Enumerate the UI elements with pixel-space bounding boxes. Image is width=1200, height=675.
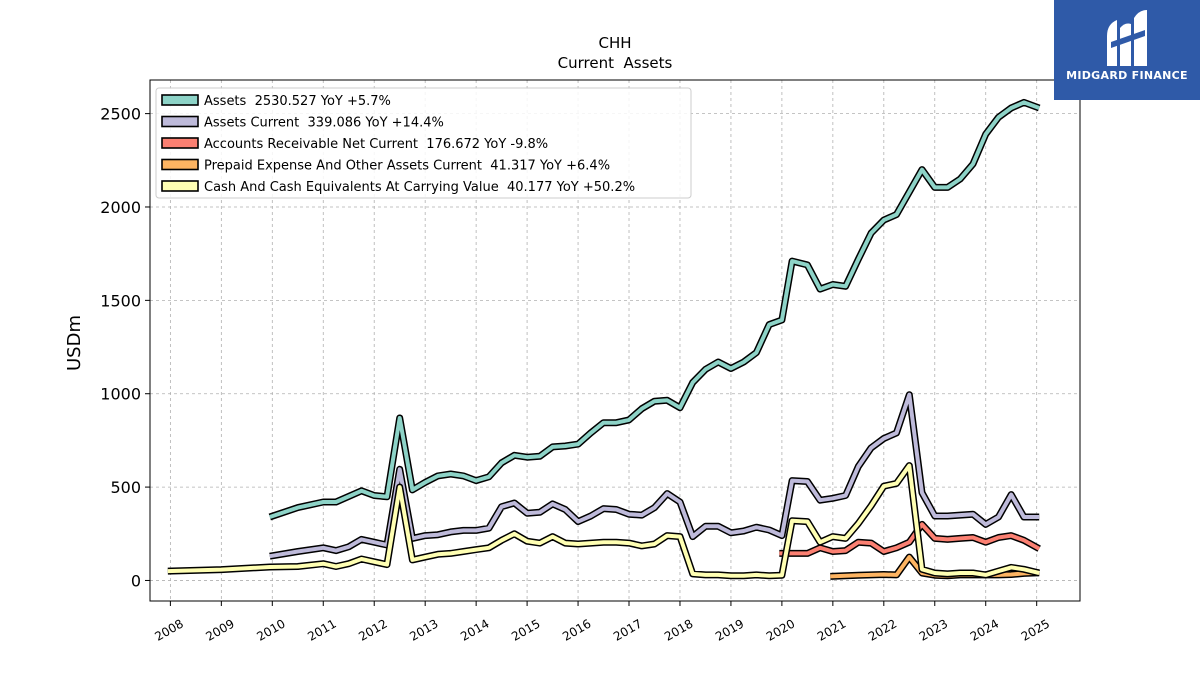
- legend-item: Assets 2530.527 YoY +5.7%: [161, 94, 391, 109]
- x-tick-label: 2024: [968, 616, 1001, 643]
- x-tick-label: 2023: [917, 616, 950, 643]
- y-axis: 0 500 1000 1500 2000 2500: [100, 105, 150, 590]
- series-line: [269, 392, 1040, 559]
- legend-swatch: [161, 158, 199, 171]
- x-tick-label: 2018: [662, 616, 695, 643]
- legend-box: [155, 87, 692, 199]
- legend-item: Cash And Cash Equivalents At Carrying Va…: [161, 180, 635, 195]
- x-tick-label: 2010: [254, 616, 287, 643]
- series-line-outline: [269, 391, 1040, 560]
- series-0: [268, 98, 1041, 521]
- midgard-logo-icon: [1107, 10, 1147, 66]
- plot-area-frame: [149, 79, 1081, 602]
- legend-label: Assets 2530.527 YoY +5.7%: [204, 94, 391, 109]
- legend-swatch: [161, 180, 199, 192]
- legend-label: Cash And Cash Equivalents At Carrying Va…: [204, 180, 635, 195]
- series-lines: [167, 98, 1041, 580]
- brand-name: MIDGARD FINANCE: [1066, 69, 1188, 82]
- legend-label: Prepaid Expense And Other Assets Current…: [204, 159, 610, 174]
- y-tick-label: 1500: [100, 291, 141, 310]
- legend-item: Assets Current 339.086 YoY +14.4%: [161, 115, 444, 131]
- chart-title: CHH: [598, 34, 631, 52]
- chart-subtitle: Current Assets: [558, 54, 673, 72]
- x-tick-label: 2025: [1019, 616, 1052, 643]
- y-tick-label: 0: [131, 571, 141, 590]
- x-tick-label: 2009: [203, 616, 236, 643]
- brand-logo: MIDGARD FINANCE: [1054, 0, 1200, 100]
- legend-item: Accounts Receivable Net Current 176.672 …: [161, 137, 548, 152]
- x-tick-label: 2012: [356, 616, 389, 643]
- series-4: [167, 462, 1041, 580]
- x-tick-label: 2020: [764, 616, 797, 643]
- x-tick-label: 2017: [611, 616, 644, 643]
- x-tick-label: 2008: [152, 616, 185, 643]
- x-axis: 2008 2009 2010 2011 2012 2013 2014 2015 2016 2017…: [152, 601, 1052, 644]
- series-line: [269, 100, 1040, 519]
- legend-label: Assets Current 339.086 YoY +14.4%: [204, 116, 444, 131]
- x-tick-label: 2021: [815, 616, 848, 643]
- x-tick-label: 2013: [407, 616, 440, 643]
- y-tick-label: 2000: [100, 198, 141, 217]
- y-tick-label: 2500: [100, 105, 141, 124]
- x-tick-label: 2011: [305, 616, 338, 643]
- series-1: [269, 391, 1040, 560]
- y-axis-label: USDm: [64, 315, 85, 371]
- x-tick-label: 2022: [866, 616, 899, 643]
- legend-swatch: [161, 115, 199, 128]
- x-tick-label: 2015: [509, 616, 542, 643]
- y-tick-label: 1000: [100, 385, 141, 404]
- legend-item: Prepaid Expense And Other Assets Current…: [161, 158, 610, 174]
- series-2: [779, 520, 1041, 557]
- x-tick-label: 2016: [560, 616, 593, 643]
- series-line: [167, 463, 1040, 578]
- legend-swatch: [161, 94, 199, 106]
- legend: Assets 2530.527 YoY +5.7% Assets Current …: [155, 87, 692, 199]
- legend-swatch: [161, 137, 199, 149]
- y-tick-label: 500: [110, 478, 141, 497]
- series-line: [779, 522, 1041, 556]
- x-tick-label: 2014: [458, 616, 491, 643]
- legend-label: Accounts Receivable Net Current 176.672 …: [204, 137, 548, 152]
- x-tick-label: 2019: [713, 616, 746, 643]
